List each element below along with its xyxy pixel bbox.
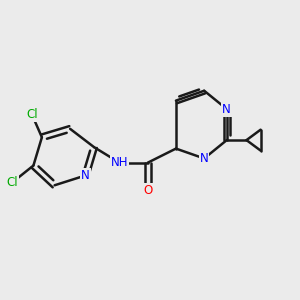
Text: NH: NH (111, 156, 128, 169)
Text: Cl: Cl (7, 176, 18, 189)
Text: Cl: Cl (26, 108, 38, 121)
Text: O: O (143, 184, 152, 197)
Text: N: N (222, 103, 231, 116)
Text: N: N (200, 152, 208, 165)
Text: N: N (81, 169, 90, 182)
